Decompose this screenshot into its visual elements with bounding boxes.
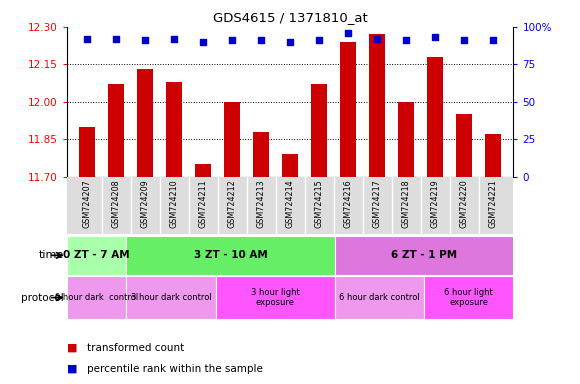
- Point: [459, 37, 469, 43]
- Point: [82, 36, 92, 42]
- Text: protocol: protocol: [21, 293, 64, 303]
- Text: GSM724218: GSM724218: [401, 180, 411, 228]
- Text: ■: ■: [67, 343, 77, 353]
- Bar: [335, 276, 424, 319]
- Text: GSM724221: GSM724221: [488, 180, 498, 228]
- Bar: [79, 127, 95, 177]
- Bar: [137, 69, 153, 177]
- Bar: [456, 114, 472, 177]
- Point: [488, 37, 498, 43]
- Text: time: time: [38, 250, 64, 260]
- Text: transformed count: transformed count: [87, 343, 184, 353]
- Bar: [427, 57, 443, 177]
- Text: GSM724212: GSM724212: [227, 180, 237, 228]
- Point: [372, 36, 382, 42]
- Bar: [485, 134, 501, 177]
- Bar: [253, 132, 269, 177]
- Bar: [126, 276, 216, 319]
- Text: GSM724215: GSM724215: [314, 180, 324, 228]
- Point: [401, 37, 411, 43]
- Text: GSM724219: GSM724219: [430, 180, 440, 228]
- Bar: [311, 84, 327, 177]
- Text: 6 ZT - 1 PM: 6 ZT - 1 PM: [391, 250, 457, 260]
- Point: [169, 36, 179, 42]
- Text: 0 hour dark  control: 0 hour dark control: [55, 293, 138, 302]
- Text: percentile rank within the sample: percentile rank within the sample: [87, 364, 263, 374]
- Bar: [216, 276, 335, 319]
- Text: 6 hour dark control: 6 hour dark control: [339, 293, 420, 302]
- Text: 6 hour light
exposure: 6 hour light exposure: [444, 288, 493, 307]
- Point: [140, 37, 150, 43]
- Bar: [195, 164, 211, 177]
- Text: ■: ■: [67, 364, 77, 374]
- Bar: [369, 35, 385, 177]
- Text: GSM724213: GSM724213: [256, 180, 266, 228]
- Bar: [335, 236, 513, 275]
- Bar: [67, 236, 126, 275]
- Text: GSM724209: GSM724209: [140, 180, 150, 228]
- Point: [430, 34, 440, 40]
- Point: [256, 37, 266, 43]
- Bar: [282, 154, 298, 177]
- Point: [111, 36, 121, 42]
- Point: [227, 37, 237, 43]
- Bar: [166, 82, 182, 177]
- Text: 3 ZT - 10 AM: 3 ZT - 10 AM: [194, 250, 267, 260]
- Text: GSM724208: GSM724208: [111, 180, 121, 228]
- Point: [198, 39, 208, 45]
- Bar: [108, 84, 124, 177]
- Bar: [424, 276, 513, 319]
- Point: [343, 30, 353, 36]
- Text: GSM724214: GSM724214: [285, 180, 295, 228]
- Bar: [126, 236, 335, 275]
- Point: [285, 39, 295, 45]
- Text: GSM724210: GSM724210: [169, 180, 179, 228]
- Text: 0 ZT - 7 AM: 0 ZT - 7 AM: [63, 250, 130, 260]
- Text: 3 hour dark control: 3 hour dark control: [130, 293, 211, 302]
- Bar: [340, 42, 356, 177]
- Bar: [67, 276, 126, 319]
- Bar: [224, 102, 240, 177]
- Text: GSM724207: GSM724207: [82, 180, 92, 228]
- Text: GSM724220: GSM724220: [459, 180, 469, 228]
- Text: GSM724216: GSM724216: [343, 180, 353, 228]
- Text: GSM724211: GSM724211: [198, 180, 208, 228]
- Bar: [398, 102, 414, 177]
- Text: 3 hour light
exposure: 3 hour light exposure: [251, 288, 299, 307]
- Title: GDS4615 / 1371810_at: GDS4615 / 1371810_at: [213, 11, 367, 24]
- Text: GSM724217: GSM724217: [372, 180, 382, 228]
- Point: [314, 37, 324, 43]
